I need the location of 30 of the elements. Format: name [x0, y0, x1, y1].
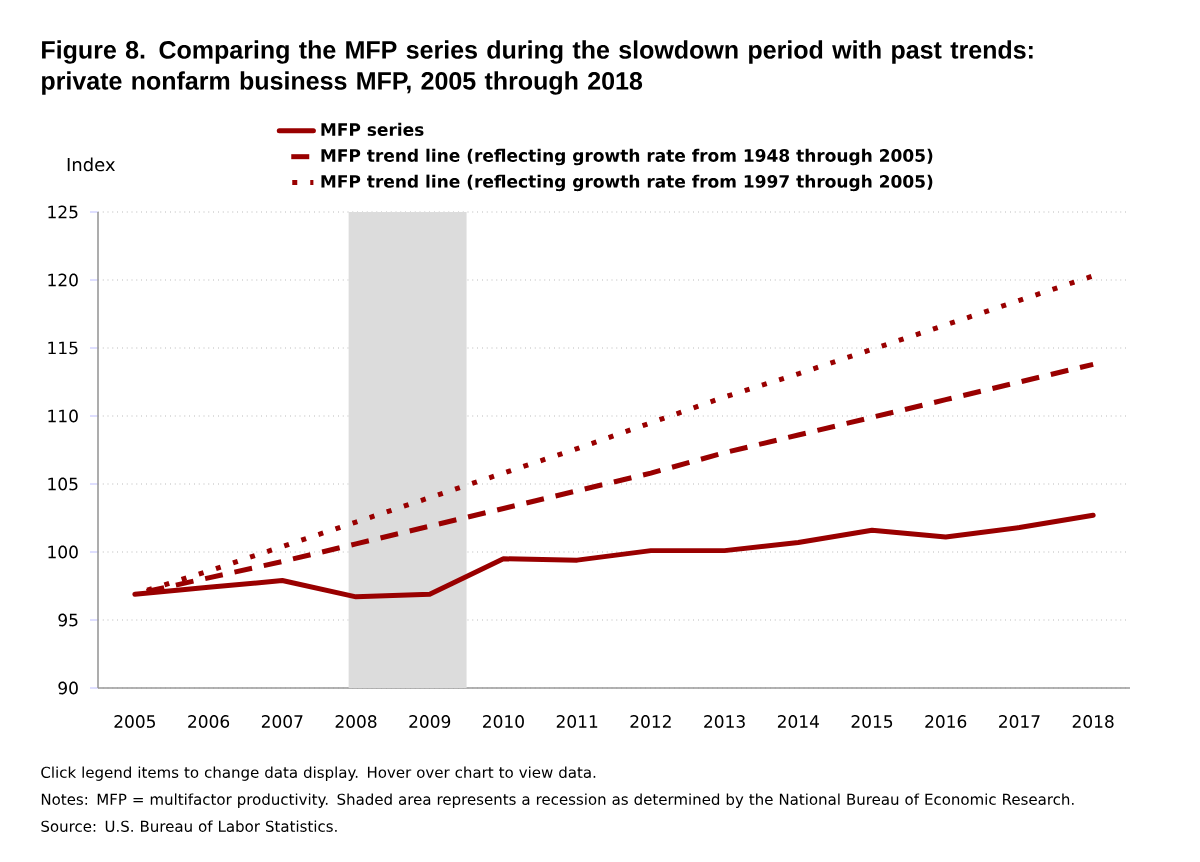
legend-label: MFP trend line (reflecting growth rate from 1997 through 2005) — [321, 174, 933, 192]
y-axis-title: Index — [67, 157, 115, 172]
y-tick-label: 120 — [48, 273, 78, 287]
x-tick-label: 2016 — [925, 715, 967, 728]
y-tick-label: 100 — [48, 545, 78, 559]
x-tick-label: 2005 — [114, 715, 155, 728]
source-note: Source: U.S. Bureau of Labor Statistics. — [41, 820, 337, 832]
x-tick-label: 2009 — [409, 715, 451, 728]
legend-label: MFP series — [321, 122, 424, 136]
x-tick-label: 2018 — [1072, 715, 1114, 728]
x-tick-label: 2013 — [704, 715, 745, 728]
x-tick-label: 2017 — [999, 715, 1040, 728]
x-tick-label: 2007 — [261, 715, 303, 728]
x-tick-label: 2010 — [483, 715, 524, 728]
x-tick-label: 2011 — [556, 715, 598, 728]
chart-title: Figure 8. Comparing the MFP series during the slowdown period with past trends: private nonfarm business MFP, 2005 through 2018 — [42, 40, 1033, 95]
y-tick-label: 95 — [58, 613, 78, 627]
y-tick-label: 105 — [48, 477, 78, 491]
x-tick-label: 2015 — [851, 715, 893, 728]
x-tick-label: 2014 — [777, 715, 819, 728]
y-tick-label: 110 — [48, 409, 78, 423]
x-tick-label: 2008 — [335, 715, 377, 728]
y-tick-label: 115 — [48, 341, 78, 355]
x-tick-label: 2006 — [188, 715, 230, 728]
legend-label: MFP trend line (reflecting growth rate from 1948 through 2005) — [321, 148, 933, 166]
y-tick-label: 125 — [48, 205, 78, 219]
x-tick-label: 2012 — [630, 715, 671, 728]
y-tick-label: 90 — [58, 681, 78, 695]
text: Click legend items to change data display. Hover over chart to view data. — [41, 766, 596, 781]
text: Notes: MFP = multifactor productivity. Shaded area represents a recession as determined by the National Bureau of Economic Research. — [41, 793, 1074, 808]
